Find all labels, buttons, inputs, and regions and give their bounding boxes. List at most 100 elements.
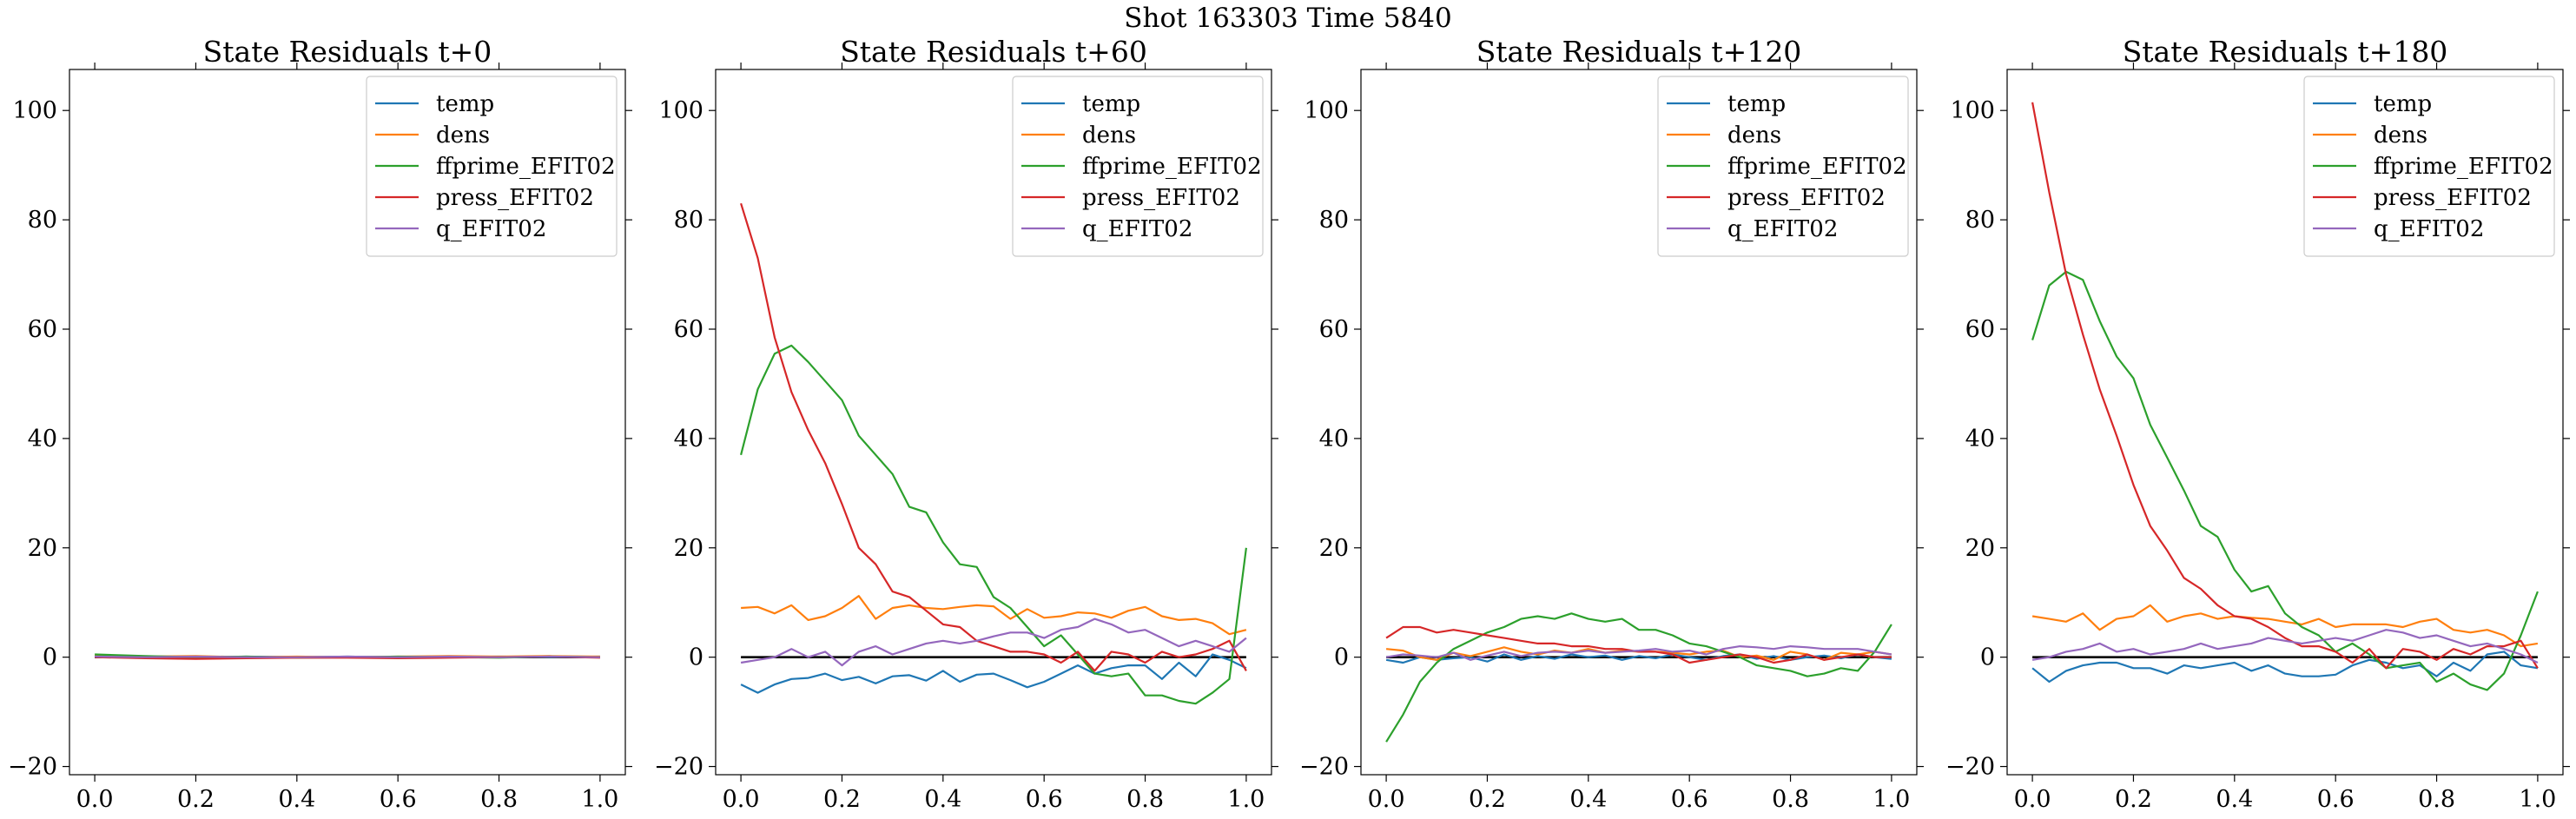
y-tick-label: 20: [674, 535, 703, 562]
legend-entry-label: dens: [2374, 122, 2427, 149]
y-tick-label: −20: [8, 754, 57, 781]
subplot-4: State Residuals t+180 0.0 0.2 0.4 0.6 0.8 1.0 −…: [1945, 35, 2570, 813]
legend-entry-label: press_EFIT02: [1082, 185, 1240, 211]
y-tick-label: 80: [28, 207, 57, 234]
series-line-q-efit02: [2031, 629, 2539, 664]
series-line-press-efit02: [1385, 625, 1892, 664]
y-tick-label: 0: [689, 644, 703, 671]
y-tick-label: 40: [1319, 426, 1349, 452]
y-tick-label: 20: [1319, 535, 1349, 562]
y-tick-label: 40: [674, 426, 703, 452]
subplot-grid: State Residuals t+0 0.0 0.2 0.4 0.6 0.8 1.0 −20…: [8, 35, 2570, 813]
series-line-dens: [741, 595, 1247, 636]
x-tick-label: 1.0: [581, 786, 618, 813]
series-line-q-efit02: [740, 618, 1247, 667]
legend-frame: [1657, 76, 1909, 257]
legend-entry-label: ffprime_EFIT02: [1082, 154, 1262, 180]
x-tick-label: 0.2: [1469, 786, 1506, 813]
y-tick-label: 40: [1965, 426, 1995, 452]
y-tick-label: 100: [658, 97, 703, 124]
series-group: [2031, 102, 2539, 691]
y-tick-label: −20: [654, 754, 703, 781]
legend: temp dens ffprime_EFIT02 press_EFIT02 q_EFIT…: [366, 76, 618, 257]
subplot-3: State Residuals t+120 0.0 0.2 0.4 0.6 0.8 1.0 −…: [1299, 35, 1924, 813]
legend-frame: [1012, 76, 1264, 257]
x-tick-label: 0.6: [2317, 786, 2355, 813]
plot-area-frame: [69, 69, 626, 776]
legend-entry-label: ffprime_EFIT02: [436, 154, 616, 180]
series-group: [95, 653, 600, 660]
series-line-press-efit02: [2031, 102, 2539, 670]
y-tick-label: 0: [43, 644, 57, 671]
subplot-1: State Residuals t+0 0.0 0.2 0.4 0.6 0.8 1.0 −20…: [8, 35, 632, 813]
legend-entry-label: press_EFIT02: [1727, 185, 1886, 211]
x-tick-label: 0.4: [2216, 786, 2253, 813]
x-tick-label: 0.8: [1126, 786, 1164, 813]
y-tick-label: 60: [1965, 316, 1995, 343]
subplot-2: State Residuals t+60 0.0 0.2 0.4 0.6 0.8 1.0 −2…: [654, 35, 1278, 813]
legend-entry-label: temp: [1082, 91, 1140, 117]
y-tick-label: 20: [28, 535, 57, 562]
y-tick-label: 80: [1319, 207, 1349, 234]
series-line-press-efit02: [740, 202, 1247, 672]
legend-entry-label: ffprime_EFIT02: [2374, 154, 2553, 180]
series-line-q-efit02: [1385, 644, 1892, 661]
legend-entry-label: dens: [436, 122, 490, 149]
x-tick-label: 0.0: [723, 786, 760, 813]
subplot-title: State Residuals t+120: [1476, 35, 1802, 69]
y-tick-label: 40: [28, 426, 57, 452]
series-line-temp: [2031, 651, 2539, 684]
series-group: [1385, 612, 1892, 743]
y-tick-label: −20: [1299, 754, 1349, 781]
x-tick-label: 0.8: [480, 786, 518, 813]
legend: temp dens ffprime_EFIT02 press_EFIT02 q_EFIT…: [2303, 76, 2555, 257]
x-tick-label: 0.0: [76, 786, 114, 813]
legend-entry-label: temp: [1727, 91, 1786, 117]
x-tick-label: 0.0: [2014, 786, 2051, 813]
x-tick-label: 0.0: [1368, 786, 1405, 813]
legend-entry-label: dens: [1082, 122, 1136, 149]
x-tick-label: 1.0: [1227, 786, 1265, 813]
plot-area-frame: [715, 69, 1272, 776]
plot-area-frame: [1360, 69, 1918, 776]
legend-entry-label: dens: [1727, 122, 1781, 149]
subplot-title: State Residuals t+60: [840, 35, 1147, 69]
y-tick-label: 60: [1319, 316, 1349, 343]
y-tick-label: 80: [1965, 207, 1995, 234]
series-line-dens: [2031, 604, 2539, 648]
x-tick-label: 0.4: [1569, 786, 1607, 813]
x-tick-label: 0.6: [1026, 786, 1063, 813]
legend-entry-label: q_EFIT02: [1082, 216, 1192, 242]
x-tick-label: 1.0: [2519, 786, 2556, 813]
y-tick-label: 100: [1950, 97, 1995, 124]
x-tick-label: 0.8: [2418, 786, 2455, 813]
plot-area-frame: [2006, 69, 2564, 776]
legend-entry-label: temp: [436, 91, 494, 117]
x-tick-label: 0.8: [1772, 786, 1809, 813]
x-tick-label: 0.2: [2115, 786, 2152, 813]
y-tick-label: 60: [28, 316, 57, 343]
legend-entry-label: q_EFIT02: [2374, 216, 2484, 242]
subplot-title: State Residuals t+0: [203, 35, 492, 69]
x-tick-label: 0.6: [380, 786, 417, 813]
x-tick-label: 0.4: [278, 786, 315, 813]
y-tick-label: 100: [12, 97, 57, 124]
series-line-ffprime-efit02: [2031, 270, 2539, 691]
x-tick-label: 0.4: [924, 786, 961, 813]
legend: temp dens ffprime_EFIT02 press_EFIT02 q_EFIT…: [1012, 76, 1264, 257]
subplot-title: State Residuals t+180: [2123, 35, 2448, 69]
series-line-temp: [740, 653, 1247, 694]
legend-entry-label: q_EFIT02: [436, 216, 546, 242]
x-tick-label: 1.0: [1873, 786, 1910, 813]
series-line-ffprime-efit02: [1385, 612, 1892, 743]
legend-frame: [366, 76, 618, 257]
x-tick-label: 0.2: [177, 786, 215, 813]
x-tick-label: 0.6: [1671, 786, 1708, 813]
y-tick-label: 0: [1980, 644, 1995, 671]
y-tick-label: 20: [1965, 535, 1995, 562]
legend: temp dens ffprime_EFIT02 press_EFIT02 q_EFIT…: [1657, 76, 1909, 257]
legend-entry-label: press_EFIT02: [436, 185, 594, 211]
y-tick-label: 0: [1334, 644, 1349, 671]
legend-entry-label: temp: [2374, 91, 2432, 117]
